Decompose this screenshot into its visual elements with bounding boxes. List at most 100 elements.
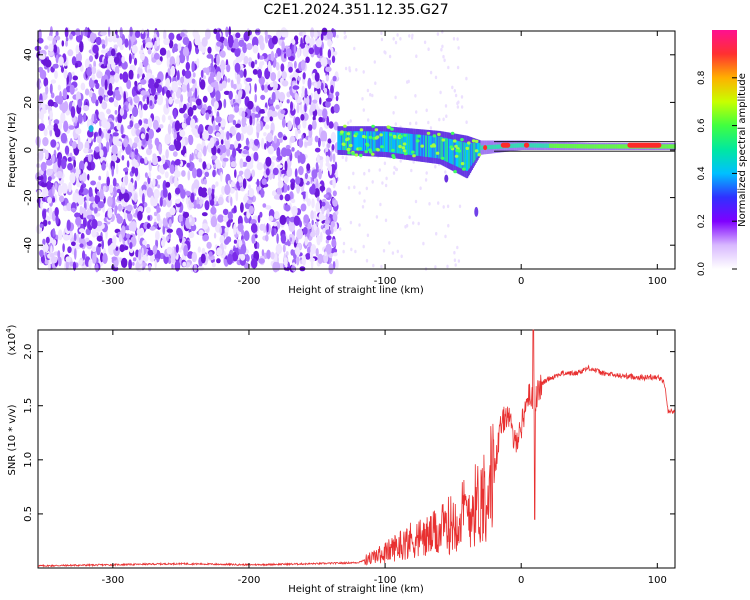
spectrogram-cell — [296, 254, 300, 266]
spectrogram-cell — [122, 71, 129, 83]
spectrogram-cell — [384, 131, 386, 152]
spectrogram-cell — [472, 143, 474, 163]
spectrogram-cell — [123, 167, 129, 172]
spectrogram-cell — [494, 144, 496, 149]
spectrogram-cell — [48, 43, 54, 52]
spectrogram-cell — [326, 115, 330, 126]
spectrogram-cell — [434, 75, 438, 80]
spectrogram-cell — [419, 186, 422, 190]
spectrogram-cell — [79, 243, 84, 248]
spectrogram-cell — [465, 120, 468, 124]
spectrogram-cell — [107, 26, 111, 38]
spectrogram-cell — [379, 131, 381, 152]
spectrogram-cell — [37, 66, 44, 73]
spectrogram-cell — [146, 96, 150, 105]
snr-frame — [37, 329, 676, 569]
y-tick-label: 0 — [23, 147, 34, 153]
spectrogram-cell — [219, 36, 225, 42]
spectrogram-cell — [520, 143, 522, 148]
spectrogram-cell — [65, 256, 71, 263]
spectrogram-cell — [128, 69, 134, 80]
spectrogram-cell — [352, 171, 355, 176]
spectrogram-cell — [399, 135, 403, 139]
spectrogram-cell — [237, 90, 243, 99]
spectrogram-cell — [188, 199, 192, 205]
spectrogram-cell — [86, 214, 93, 220]
spectrogram-cell — [563, 143, 565, 149]
spectrogram-cell — [358, 147, 362, 151]
spectrogram-cell — [208, 251, 213, 257]
spectrogram-cell — [158, 165, 165, 174]
spectrogram-cell — [243, 55, 249, 65]
x-tick-label: 0 — [518, 276, 524, 287]
spectrogram-cell — [241, 110, 246, 119]
spectrogram-cell — [186, 162, 191, 168]
spectrogram-cell — [367, 118, 370, 122]
spectrogram-cell — [107, 37, 113, 43]
spectrogram-cell — [620, 144, 622, 149]
spectrogram-cell — [300, 37, 303, 47]
spectrogram-cell — [79, 41, 84, 53]
spectrogram-cell — [251, 169, 256, 178]
spectrogram-cell — [129, 26, 133, 37]
spectrogram-cell — [185, 61, 190, 71]
spectrogram-cell — [102, 185, 107, 192]
spectrogram-cell — [60, 132, 68, 144]
spectrogram-cell — [346, 132, 351, 136]
spectrogram-cell — [304, 141, 308, 148]
figure-title: C2E1.2024.351.12.35.G27 — [263, 2, 448, 18]
spectrogram-cell — [495, 144, 497, 149]
spectrogram-cell — [223, 243, 227, 250]
spectrogram-cell — [543, 143, 545, 148]
spectrogram-cell — [200, 69, 204, 79]
spectrogram-cell — [320, 82, 324, 91]
spectrogram-cell — [216, 258, 221, 264]
spectrogram-cell — [321, 215, 327, 220]
spectrogram-cell — [453, 139, 457, 143]
spectrogram-cell — [72, 261, 77, 271]
spectrogram-cell — [310, 103, 316, 112]
spectrogram-cell — [597, 144, 599, 149]
spectrogram-cell — [269, 116, 274, 122]
spectrogram-cell — [148, 143, 153, 150]
spectrogram-cell — [148, 264, 152, 272]
spectrogram-cell — [225, 26, 229, 38]
spectrogram-cell — [215, 140, 220, 146]
spectrogram-cell — [346, 148, 351, 152]
spectrogram-peak — [500, 142, 511, 148]
spectrogram-cell — [611, 144, 613, 149]
spectrogram-cell — [570, 144, 573, 149]
spectrogram-cell — [134, 30, 141, 38]
spectrogram-cell — [513, 143, 515, 148]
spectrogram-cell — [300, 203, 307, 212]
spectrogram-cell — [551, 143, 553, 148]
spectrogram-cell — [396, 249, 399, 254]
spectrogram-cell — [575, 144, 577, 149]
spectrogram-cell — [170, 65, 176, 77]
spectrogram-cell — [305, 253, 311, 260]
spectrogram-cell — [464, 142, 466, 171]
spectrogram-cell — [294, 116, 301, 126]
spectrogram-cell — [87, 173, 90, 181]
spectrogram-cell — [82, 250, 86, 261]
spectrogram-x-axis-label: Height of straight line (km) — [288, 285, 424, 296]
spectrogram-cell — [529, 143, 532, 148]
spectrogram-cell — [240, 253, 246, 261]
spectrogram-cell — [280, 109, 286, 115]
spectrogram-cell — [146, 187, 153, 198]
spectrogram-cell — [67, 157, 73, 162]
spectrogram-cell — [363, 171, 366, 176]
spectrogram-cell — [71, 141, 77, 149]
spectrogram-cell — [59, 195, 65, 203]
spectrogram-cell — [420, 144, 425, 148]
spectrogram-cell — [141, 184, 147, 192]
spectrogram-cell — [91, 73, 96, 81]
spectrogram-cell — [396, 132, 398, 154]
spectrogram-cell — [93, 132, 97, 140]
spectrogram-cell — [599, 144, 601, 149]
spectrogram-cell — [67, 246, 72, 254]
spectrogram-cell — [207, 187, 212, 196]
spectrogram-cell — [248, 57, 253, 63]
spectrogram-cell — [149, 254, 155, 263]
spectrogram-cell — [410, 168, 413, 173]
